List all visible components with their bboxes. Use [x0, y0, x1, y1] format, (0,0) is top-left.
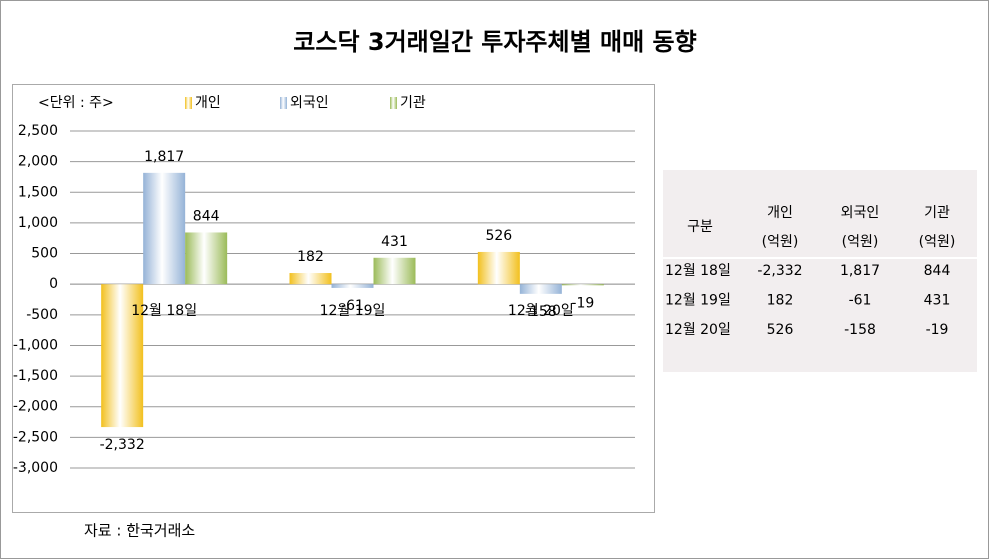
bar: [373, 257, 416, 285]
legend-swatch: [280, 97, 287, 109]
unit-label: <단위 : 주>: [38, 95, 114, 111]
value-label: -2,332: [100, 437, 145, 453]
value-label: 1,817: [144, 149, 184, 165]
table-column-name: 개인: [767, 205, 793, 221]
bar: [143, 172, 186, 285]
bar: [331, 284, 374, 288]
table-header: 구분: [687, 219, 713, 235]
y-tick-label: -500: [26, 307, 58, 323]
legend-swatch: [185, 97, 192, 109]
table-cell: 844: [924, 263, 951, 279]
table-cell: 526: [767, 322, 794, 338]
table-row-label: 12월 20일: [665, 322, 731, 338]
value-label: -61: [341, 298, 364, 314]
bar: [289, 273, 332, 285]
value-label: -19: [571, 295, 594, 311]
y-tick-label: 500: [31, 246, 58, 262]
y-tick-label: 2,000: [18, 154, 58, 170]
value-label: -158: [525, 304, 557, 320]
bar: [101, 284, 144, 428]
value-label: 431: [381, 234, 408, 250]
table-column-name: 외국인: [841, 205, 880, 221]
y-tick-label: 0: [49, 276, 58, 292]
legend-label: 개인: [195, 95, 221, 111]
y-tick-label: 1,500: [18, 184, 58, 200]
table-cell: 1,817: [840, 263, 880, 279]
y-tick-label: -1,500: [13, 368, 58, 384]
x-tick-label: 12월 18일: [131, 303, 197, 319]
y-tick-label: -2,000: [13, 399, 58, 415]
legend-label: 기관: [400, 95, 426, 111]
table-cell: -158: [844, 322, 876, 338]
table-cell: -61: [849, 293, 872, 309]
table-cell: -19: [926, 322, 949, 338]
y-tick-label: 2,500: [18, 123, 58, 139]
table-column-unit: (억원): [842, 234, 879, 250]
bar: [561, 284, 604, 286]
bar: [477, 251, 520, 285]
table-row-label: 12월 18일: [665, 263, 731, 279]
x-tick-label: 12월 19일: [320, 303, 386, 319]
table-column-name: 기관: [924, 205, 950, 221]
table-column-unit: (억원): [762, 234, 799, 250]
value-label: 526: [485, 228, 512, 244]
y-tick-label: 1,000: [18, 215, 58, 231]
value-label: 182: [297, 249, 324, 265]
legend-label: 외국인: [290, 95, 329, 111]
chart-title: 코스닥 3거래일간 투자주체별 매매 동향: [293, 28, 696, 56]
x-tick-label: 12월 20일: [508, 303, 574, 319]
table-cell: -2,332: [757, 263, 802, 279]
legend-swatch: [390, 97, 397, 109]
table-column-unit: (억원): [919, 234, 956, 250]
table-cell: 431: [924, 293, 951, 309]
value-label: 844: [193, 208, 220, 224]
bar: [519, 284, 562, 294]
table-row-label: 12월 19일: [665, 293, 731, 309]
source: 자료 : 한국거래소: [84, 522, 195, 540]
y-tick-label: -3,000: [13, 460, 58, 476]
table-bg: [663, 170, 977, 372]
y-tick-label: -1,000: [13, 337, 58, 353]
bar: [185, 232, 228, 285]
y-tick-label: -2,500: [13, 429, 58, 445]
table-cell: 182: [767, 293, 794, 309]
